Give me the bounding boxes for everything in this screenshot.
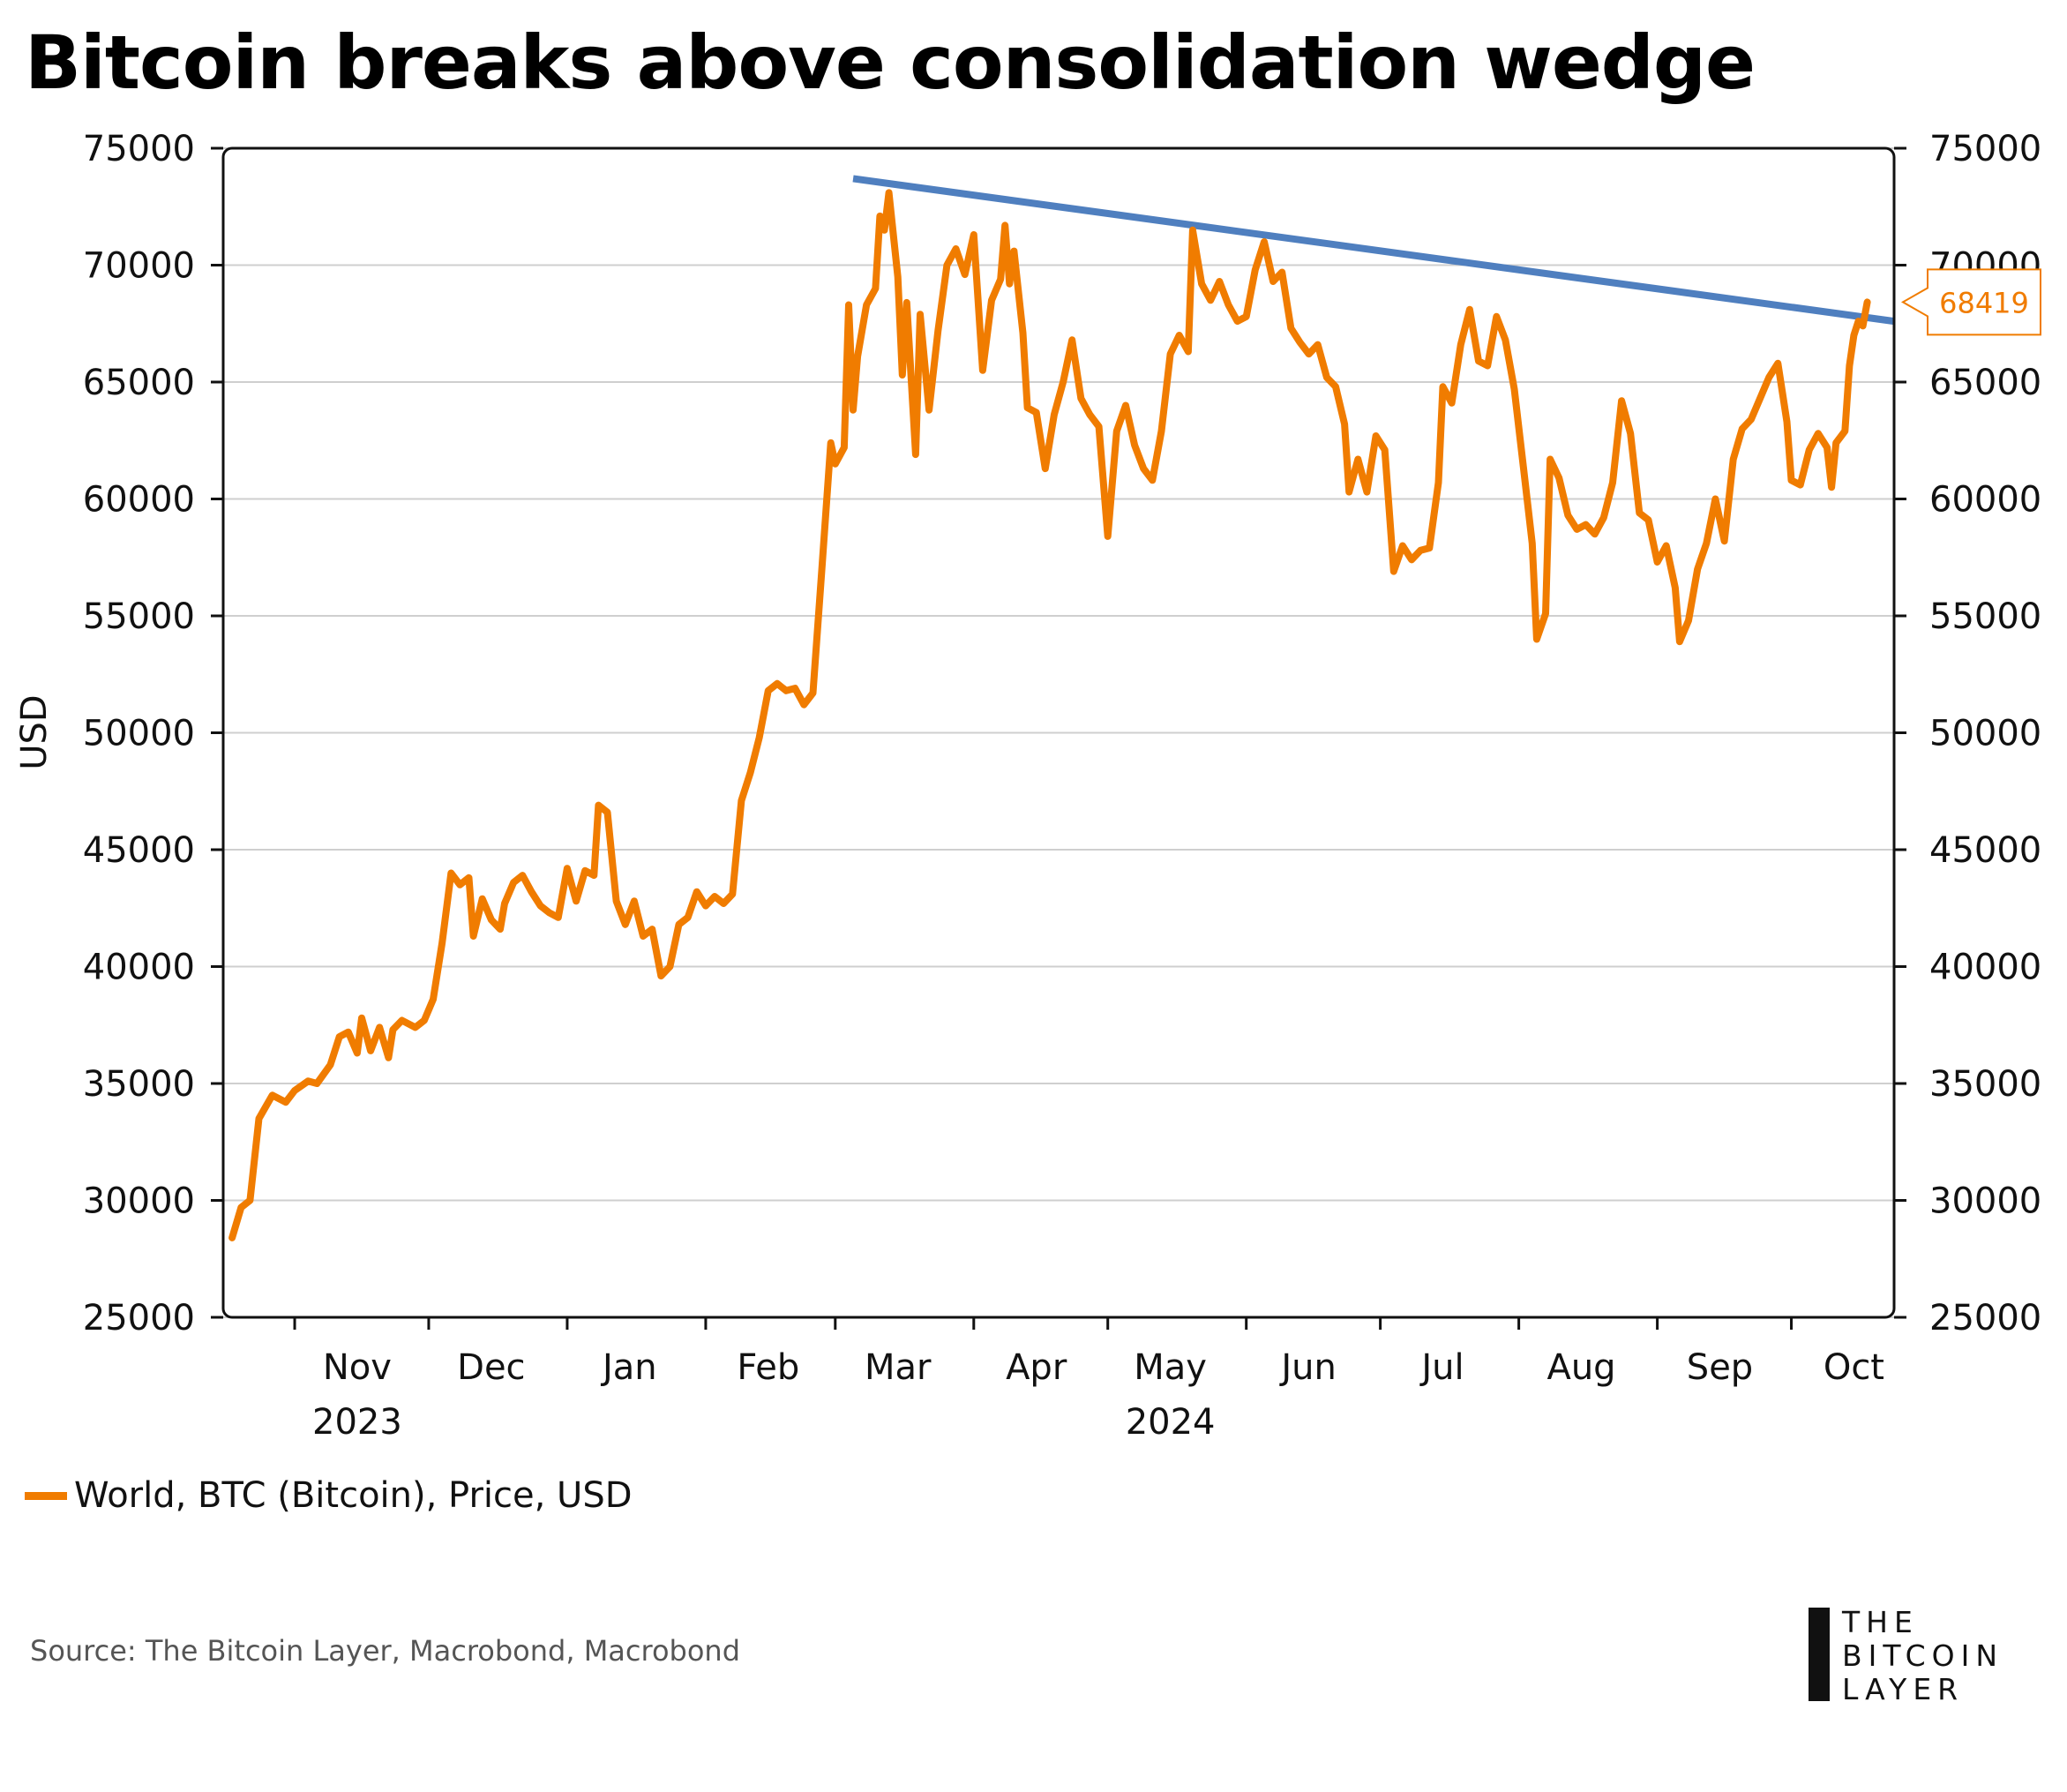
callout-value: 68419	[1939, 286, 2029, 319]
gridlines	[223, 147, 1894, 1318]
legend-label: World, BTC (Bitcoin), Price, USD	[74, 1475, 633, 1516]
y-tick-label-right: 30000	[1929, 1181, 2041, 1222]
x-tick-label: May	[1134, 1347, 1207, 1388]
source-note: Source: The Bitcoin Layer, Macrobond, Ma…	[30, 1634, 741, 1668]
x-tick-label: Aug	[1547, 1347, 1615, 1388]
y-tick-label-left: 30000	[83, 1181, 195, 1222]
price-series-line	[228, 189, 1871, 1241]
y-tick-label-right: 25000	[1929, 1298, 2041, 1338]
y-tick-label-left: 60000	[83, 480, 195, 521]
legend: World, BTC (Bitcoin), Price, USD	[25, 1475, 633, 1516]
trendline	[852, 175, 1895, 326]
y-tick-label-right: 65000	[1929, 363, 2041, 403]
y-tick-label-left: 50000	[83, 714, 195, 754]
logo-line-3: LAYER	[1842, 1672, 1965, 1706]
y-axis-left: 25000 30000 35000 40000 45000 50000 55000 60000…	[83, 129, 223, 1338]
logo-line-1: THE	[1842, 1605, 1919, 1639]
series-layer	[228, 189, 1871, 1241]
y-tick-label-left: 55000	[83, 596, 195, 637]
x-tick-label: Sep	[1687, 1347, 1753, 1388]
legend-swatch	[25, 1491, 67, 1500]
x-year-label: 2023	[312, 1402, 402, 1443]
callout-box	[1900, 268, 2041, 336]
x-tick-label: Mar	[865, 1347, 932, 1388]
y-tick-label-right: 40000	[1929, 948, 2041, 988]
last-value-callout: 68419	[1900, 268, 2041, 336]
trendline-layer	[852, 175, 1895, 326]
y-tick-label-left: 40000	[83, 948, 195, 988]
logo-bar	[1809, 1608, 1830, 1701]
x-tick-label: Jan	[600, 1347, 657, 1388]
y-tick-label-left: 45000	[83, 830, 195, 871]
y-tick-label-left: 25000	[83, 1298, 195, 1338]
y-tick-label-right: 50000	[1929, 714, 2041, 754]
y-tick-label-left: 35000	[83, 1064, 195, 1105]
x-tick-label: Oct	[1824, 1347, 1884, 1388]
y-tick-label-left: 70000	[83, 246, 195, 287]
y-tick-label-right: 55000	[1929, 596, 2041, 637]
logo-line-2: BITCOIN	[1842, 1638, 2004, 1673]
x-tick-label: Nov	[323, 1347, 392, 1388]
y-tick-label-left: 65000	[83, 363, 195, 403]
chart-title: Bitcoin breaks above consolidation wedge	[25, 19, 1756, 106]
y-tick-label-left: 75000	[83, 129, 195, 169]
y-tick-label-right: 45000	[1929, 830, 2041, 871]
y-tick-label-right: 35000	[1929, 1064, 2041, 1105]
x-tick-label: Jun	[1278, 1347, 1337, 1388]
y-axis-right: 25000 30000 35000 40000 45000 50000 55000 60000…	[1894, 129, 2041, 1338]
y-tick-label-right: 60000	[1929, 480, 2041, 521]
x-tick-label: Jul	[1419, 1347, 1464, 1388]
y-axis-label: USD	[14, 694, 55, 769]
x-tick-label: Dec	[457, 1347, 525, 1388]
x-axis: Nov Dec Jan Feb Mar Apr May Jun Jul Aug Sep Oct 2023…	[293, 1317, 1884, 1443]
x-tick-label: Apr	[1006, 1347, 1067, 1388]
brand-logo: THE BITCOIN LAYER	[1809, 1606, 2047, 1705]
y-tick-label-right: 75000	[1929, 129, 2041, 169]
x-year-label: 2024	[1126, 1402, 1216, 1443]
x-tick-label: Feb	[737, 1347, 799, 1388]
